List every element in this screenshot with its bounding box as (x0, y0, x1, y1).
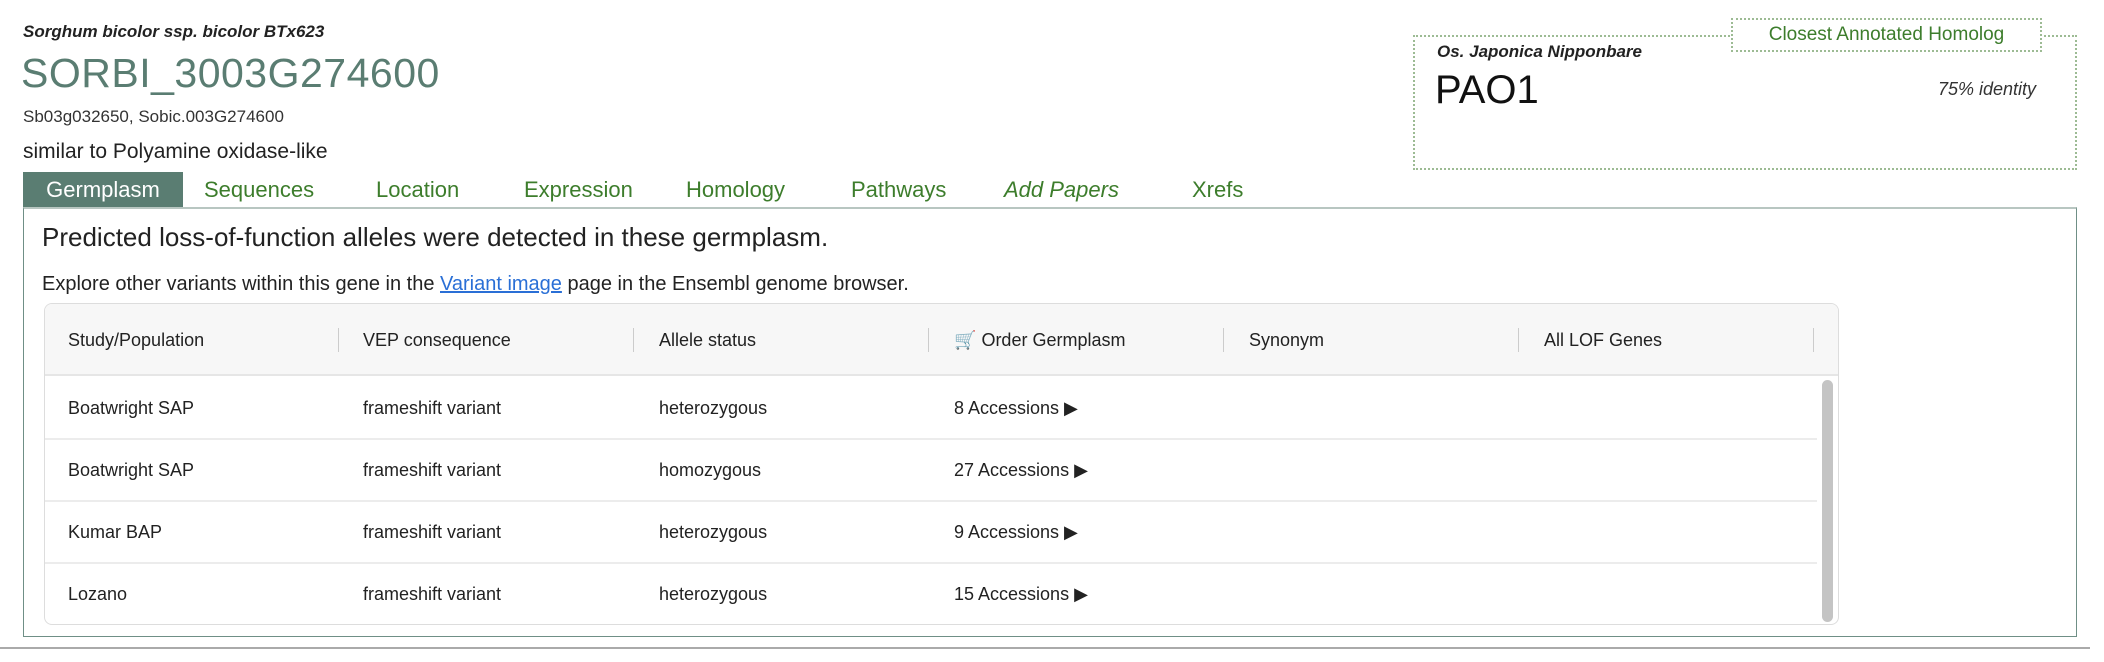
tab-sequences[interactable]: Sequences (204, 177, 315, 202)
cart-icon: 🛒 (954, 330, 977, 350)
col-allele[interactable]: Allele status (659, 330, 757, 350)
col-vep[interactable]: VEP consequence (363, 330, 511, 350)
homolog-species: Os. Japonica Nipponbare (1437, 42, 1642, 61)
column-separator[interactable] (928, 328, 929, 352)
cell-vep: frameshift variant (363, 584, 502, 604)
gene-id-title: SORBI_3003G274600 (21, 50, 440, 96)
cell-study: Kumar BAP (68, 522, 163, 542)
tab-location[interactable]: Location (376, 177, 460, 202)
column-separator[interactable] (633, 328, 634, 352)
tab-pathways[interactable]: Pathways (851, 177, 947, 202)
tab-add-papers[interactable]: Add Papers (1004, 177, 1119, 202)
column-separator[interactable] (1813, 328, 1814, 352)
gene-synonyms: Sb03g032650, Sobic.003G274600 (23, 107, 284, 126)
column-separator[interactable] (338, 328, 339, 352)
table-row: Lozano frameshift variant heterozygous 15 A… (45, 563, 1817, 624)
cell-allele: heterozygous (659, 398, 768, 418)
accessions-toggle[interactable]: 15 Accessions ▶ (954, 584, 1088, 604)
col-all-lof[interactable]: All LOF Genes (1544, 330, 1663, 350)
table-row: Boatwright SAP frameshift variant homozygo… (45, 439, 1817, 502)
table-scrollbar[interactable] (1822, 380, 1833, 622)
homolog-identity: 75% identity (1937, 79, 2036, 99)
cell-vep: frameshift variant (363, 398, 502, 418)
column-separator[interactable] (1223, 328, 1224, 352)
col-study[interactable]: Study/Population (68, 330, 205, 350)
table-header: Study/Population VEP consequence Allele … (45, 304, 1838, 376)
column-separator[interactable] (1518, 328, 1519, 352)
homolog-label: Closest Annotated Homolog (1731, 18, 2042, 52)
gene-description: similar to Polyamine oxidase-like (23, 140, 328, 163)
tab-expression[interactable]: Expression (524, 177, 633, 202)
homolog-name[interactable]: PAO1 (1435, 68, 1539, 112)
accessions-toggle[interactable]: 8 Accessions ▶ (954, 398, 1078, 418)
explore-pre: Explore other variants within this gene … (42, 273, 440, 295)
table-row: Boatwright SAP frameshift variant heterozy… (45, 377, 1817, 440)
col-order-label: Order Germplasm (981, 330, 1126, 350)
accessions-toggle[interactable]: 27 Accessions ▶ (954, 460, 1088, 480)
cell-vep: frameshift variant (363, 522, 502, 542)
lof-intro: Predicted loss-of-function alleles were … (42, 222, 829, 252)
cell-study: Boatwright SAP (68, 460, 195, 480)
tab-homology[interactable]: Homology (686, 177, 786, 202)
cell-allele: heterozygous (659, 584, 768, 604)
col-order[interactable]: 🛒 Order Germplasm (954, 304, 1125, 376)
cell-vep: frameshift variant (363, 460, 502, 480)
table-row: Kumar BAP frameshift variant heterozygous 9… (45, 501, 1817, 564)
cell-allele: homozygous (659, 460, 762, 480)
explore-text: Explore other variants within this gene … (42, 273, 909, 296)
col-synonym[interactable]: Synonym (1249, 330, 1325, 350)
species-name: Sorghum bicolor ssp. bicolor BTx623 (23, 22, 325, 41)
explore-post: page in the Ensembl genome browser. (561, 273, 909, 295)
accessions-toggle[interactable]: 9 Accessions ▶ (954, 522, 1078, 542)
lof-table: Study/Population VEP consequence Allele … (44, 303, 1839, 625)
tab-germplasm[interactable]: Germplasm (23, 172, 183, 208)
cell-allele: heterozygous (659, 522, 768, 542)
germplasm-panel (23, 207, 2077, 637)
cell-study: Boatwright SAP (68, 398, 195, 418)
divider (0, 647, 2090, 649)
tab-xrefs[interactable]: Xrefs (1192, 177, 1244, 202)
variant-image-link[interactable]: Variant image (440, 273, 562, 295)
cell-study: Lozano (68, 584, 128, 604)
